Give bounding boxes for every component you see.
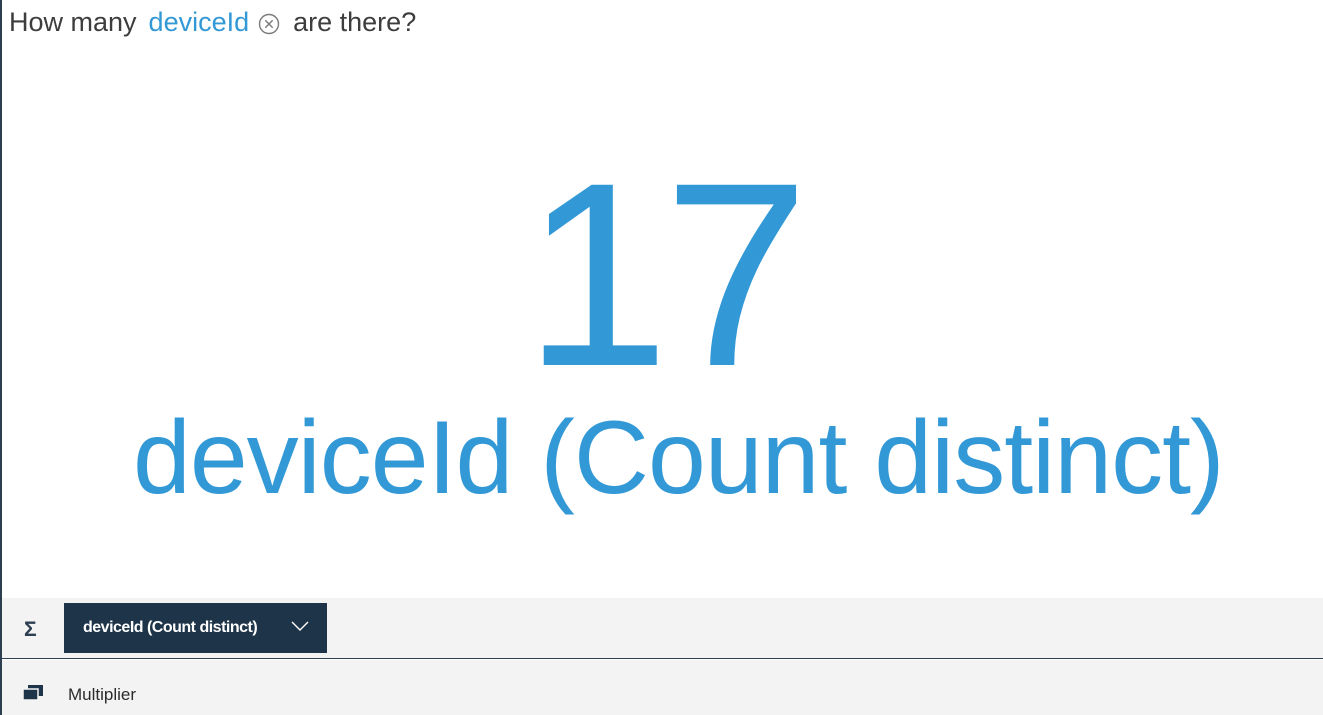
result-value: 17 bbox=[523, 128, 809, 421]
stacked-windows-icon bbox=[22, 685, 43, 701]
multiplier-row[interactable]: Multiplier bbox=[2, 660, 1323, 715]
question-bar: How many deviceId are there? bbox=[9, 4, 416, 40]
measure-dropdown-button[interactable]: deviceId (Count distinct) bbox=[64, 603, 327, 653]
question-suffix: are there? bbox=[293, 6, 417, 37]
measure-toolbar: Σ deviceId (Count distinct) bbox=[2, 598, 1323, 659]
measure-pill-label: deviceId (Count distinct) bbox=[83, 619, 258, 636]
question-prefix: How many bbox=[9, 6, 137, 37]
question-token[interactable]: deviceId bbox=[148, 6, 250, 37]
chevron-down-icon bbox=[291, 621, 309, 631]
multiplier-label: Multiplier bbox=[68, 685, 137, 704]
left-border bbox=[0, 0, 2, 715]
result-label: deviceId (Count distinct) bbox=[133, 400, 1225, 516]
close-circle-icon[interactable] bbox=[258, 11, 280, 35]
sigma-icon: Σ bbox=[24, 618, 37, 641]
